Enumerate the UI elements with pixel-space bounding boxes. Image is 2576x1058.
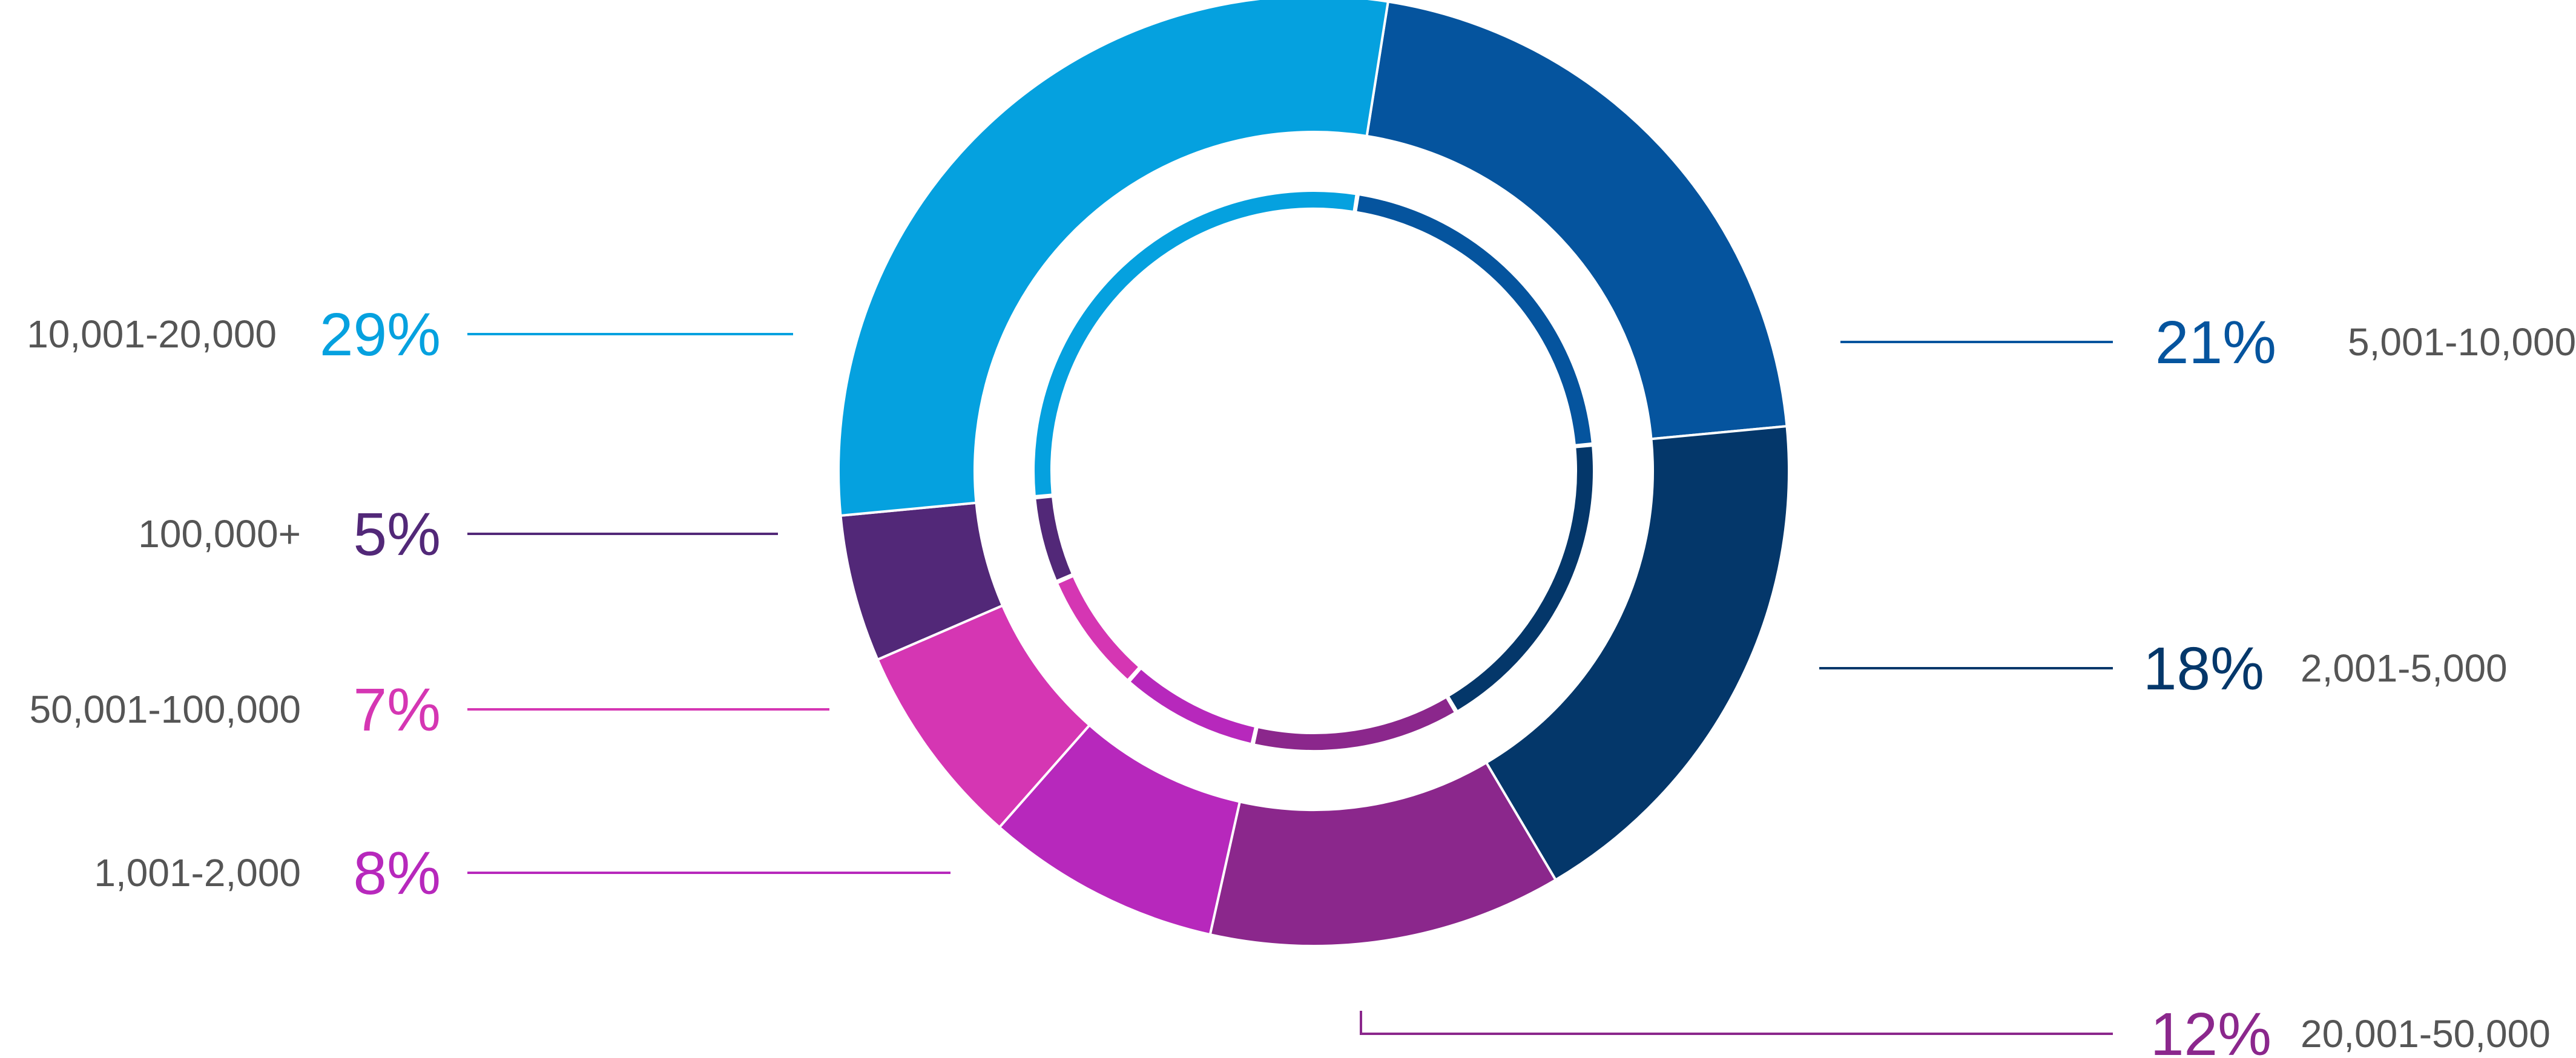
- category-label-3: 1,001-2,000: [94, 851, 301, 895]
- data-label-pct-6: 29%: [320, 301, 441, 369]
- category-label-2: 20,001-50,000: [2301, 1012, 2551, 1056]
- inner-ring-segment-4: [1058, 577, 1138, 679]
- callout-line-2: [1360, 1011, 2113, 1035]
- inner-ring-segment-2: [1255, 698, 1454, 750]
- donut-slice-1: [1484, 424, 1790, 882]
- donut-slice-6: [837, 0, 1390, 518]
- data-label-pct-2: 12%: [2150, 1000, 2271, 1058]
- data-label-pct-5: 5%: [353, 501, 441, 568]
- data-label-pct-4: 7%: [353, 676, 441, 744]
- category-label-5: 100,000+: [138, 512, 301, 556]
- category-label-6: 10,001-20,000: [27, 312, 277, 356]
- category-label-1: 2,001-5,000: [2301, 646, 2508, 690]
- inner-ring-segment-5: [1036, 498, 1072, 580]
- inner-ring-segment-1: [1449, 447, 1593, 710]
- category-label-4: 50,001-100,000: [30, 688, 301, 731]
- category-label-0: 5,001-10,000: [2348, 320, 2576, 364]
- inner-ring-segment-6: [1035, 192, 1356, 495]
- donut-slice-0: [1365, 0, 1788, 441]
- inner-ring-segment-0: [1357, 196, 1592, 444]
- inner-ring-segment-3: [1130, 669, 1254, 743]
- data-label-pct-1: 18%: [2143, 635, 2264, 703]
- data-label-pct-0: 21%: [2155, 309, 2276, 376]
- donut-slice-2: [1208, 761, 1558, 947]
- data-label-pct-3: 8%: [353, 840, 441, 907]
